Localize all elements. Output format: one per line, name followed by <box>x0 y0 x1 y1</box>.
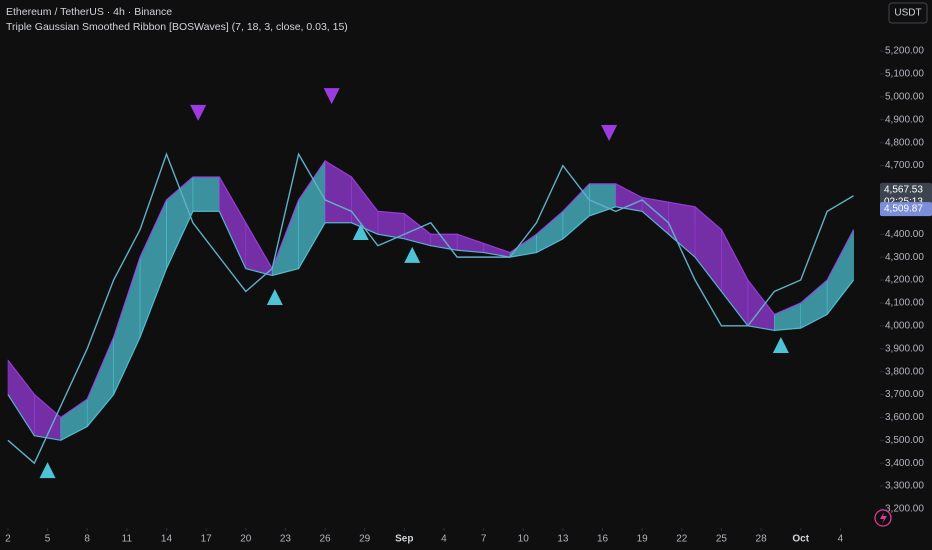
x-tick-label: 4 <box>441 534 447 545</box>
y-tick-label: 3,700.00 <box>885 389 924 400</box>
ribbon-segment <box>668 201 696 258</box>
y-tick-label: 4,800.00 <box>885 137 924 148</box>
ribbon-segment <box>60 398 88 441</box>
y-tick-label: 3,500.00 <box>885 435 924 446</box>
signal-marker <box>404 246 421 263</box>
x-tick-label: 17 <box>201 534 213 545</box>
x-tick-label: 16 <box>597 534 609 545</box>
signal-marker <box>39 462 56 479</box>
y-tick-label: 5,000.00 <box>885 91 924 102</box>
ribbon-segment <box>166 176 194 269</box>
y-tick-label: 3,400.00 <box>885 458 924 469</box>
ribbon-segment <box>324 160 352 224</box>
signal-marker <box>352 223 369 240</box>
x-tick-label: Sep <box>395 534 413 545</box>
x-tick-label: Oct <box>792 534 809 545</box>
x-tick-label: 19 <box>637 534 649 545</box>
x-tick-label: 7 <box>481 534 487 545</box>
currency-button-label[interactable]: USDT <box>894 8 921 19</box>
y-tick-label: 3,900.00 <box>885 343 924 354</box>
x-tick-label: 20 <box>240 534 252 545</box>
y-tick-label: 5,100.00 <box>885 69 924 80</box>
alert-icon[interactable] <box>874 509 892 527</box>
x-tick-label: 25 <box>716 534 728 545</box>
x-tick-label: 28 <box>756 534 768 545</box>
y-tick-label: 3,200.00 <box>885 504 924 515</box>
x-tick-label: 4 <box>838 534 844 545</box>
y-tick-label: 3,800.00 <box>885 366 924 377</box>
x-tick-label: 22 <box>676 534 688 545</box>
ribbon-segment <box>192 176 220 212</box>
price-tag-label: 4,509.87 <box>884 204 923 215</box>
y-tick-label: 3,600.00 <box>885 412 924 423</box>
ribbon-segment <box>721 229 749 327</box>
ribbon-segment <box>219 175 247 269</box>
y-tick-label: 4,000.00 <box>885 320 924 331</box>
signal-marker <box>323 88 340 105</box>
ribbon-segment <box>773 302 802 331</box>
y-tick-label: 3,300.00 <box>885 481 924 492</box>
signal-marker <box>772 337 789 354</box>
ribbon-segment <box>694 206 722 293</box>
signal-marker <box>601 125 618 142</box>
ribbon-segment <box>456 233 484 253</box>
y-tick-label: 4,300.00 <box>885 252 924 263</box>
price-tag-label: 4,567.53 <box>884 185 923 196</box>
x-tick-label: 2 <box>5 534 11 545</box>
ribbon-segment <box>404 213 432 247</box>
ribbon-segment <box>536 210 564 254</box>
ribbon-segment <box>7 359 35 437</box>
alert-icon-bolt <box>880 512 887 524</box>
x-tick-label: 11 <box>122 534 133 545</box>
y-tick-label: 4,900.00 <box>885 114 924 125</box>
ribbon-segment <box>139 199 167 338</box>
x-tick-label: 26 <box>319 534 331 545</box>
x-tick-label: 10 <box>518 534 530 545</box>
price-line <box>7 152 854 465</box>
y-tick-label: 4,200.00 <box>885 275 924 286</box>
countdown: 02:25:13 <box>884 197 923 208</box>
currency-button[interactable] <box>888 2 928 24</box>
signal-marker <box>190 104 207 121</box>
y-tick-label: 4,100.00 <box>885 298 924 309</box>
x-tick-label: 14 <box>161 534 173 545</box>
x-tick-label: 5 <box>45 534 51 545</box>
y-tick-label: 4,400.00 <box>885 229 924 240</box>
chart-title: Ethereum / TetherUS · 4h · Binance <box>6 6 172 18</box>
plot: 3,200.00 3,300.00 3,400.00 3,500.00 3,600.00… <box>5 46 932 545</box>
x-tick-label: 29 <box>359 534 371 545</box>
ribbon-segment <box>562 183 590 240</box>
signal-marker <box>266 288 283 305</box>
y-tick-label: 4,700.00 <box>885 160 924 171</box>
price-tag <box>880 202 932 217</box>
x-tick-label: 23 <box>280 534 292 545</box>
x-tick-label: 8 <box>84 534 90 545</box>
y-tick-label: 5,200.00 <box>885 46 924 57</box>
ribbon-segment <box>86 337 114 428</box>
indicator-label: Triple Gaussian Smoothed Ribbon [BOSWave… <box>6 21 348 33</box>
ribbon-edge <box>7 160 855 419</box>
x-tick-label: 13 <box>557 534 569 545</box>
ribbon-edge <box>7 206 855 441</box>
ribbon-segment <box>747 279 775 331</box>
